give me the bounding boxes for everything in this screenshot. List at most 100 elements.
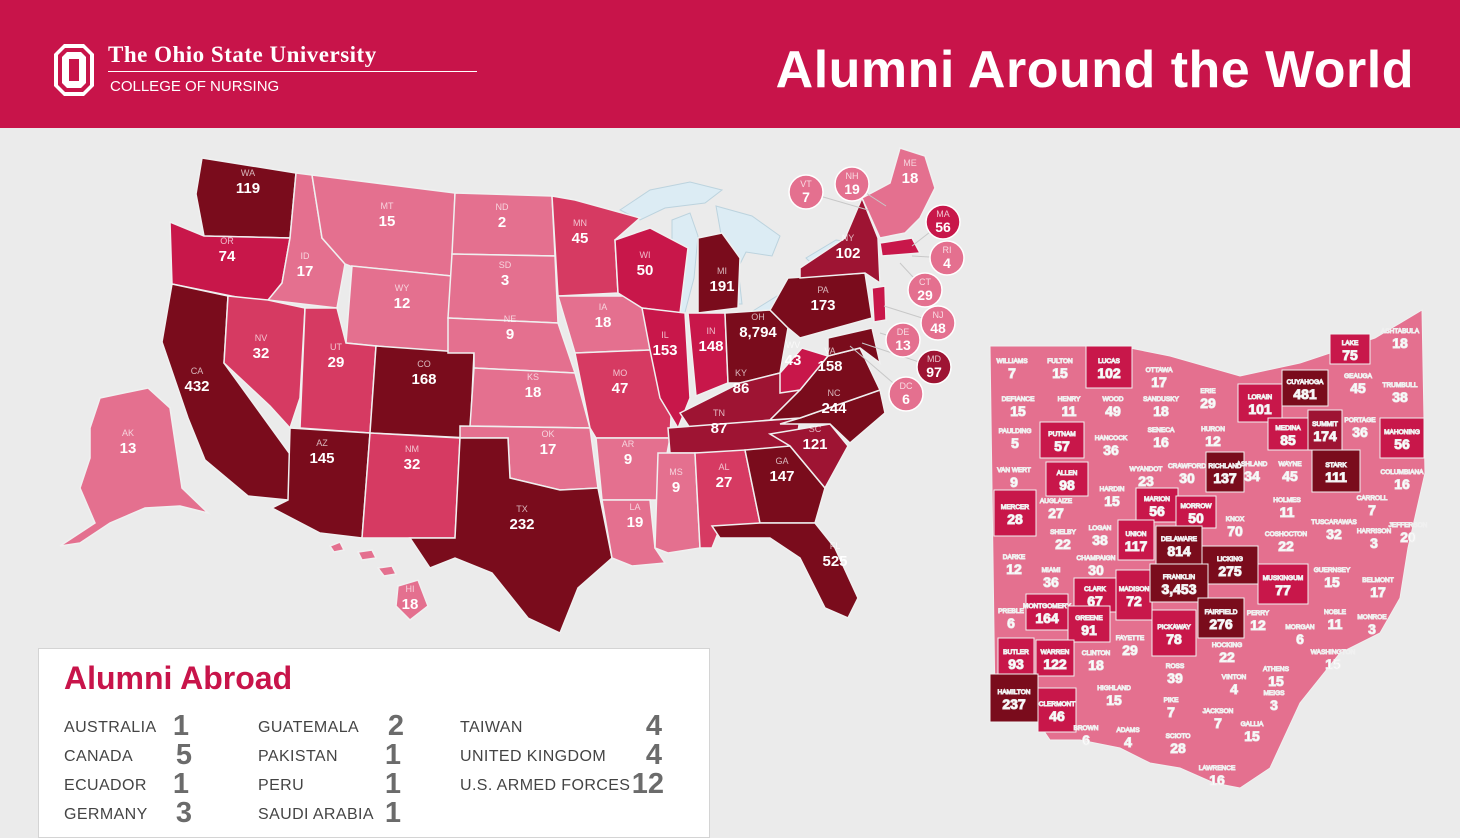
state-shape-nj[interactable] bbox=[871, 285, 887, 323]
county-value-label: 12 bbox=[1205, 433, 1221, 449]
county-value-label: 23 bbox=[1138, 473, 1154, 489]
state-abbr-label: WI bbox=[640, 250, 651, 260]
country-row: ECUADOR 1 bbox=[64, 768, 189, 800]
state-value-label: 87 bbox=[711, 420, 728, 437]
county-name-label: DELAWARE bbox=[1161, 536, 1198, 543]
county-shape[interactable] bbox=[1379, 417, 1425, 459]
county-value-label: 6 bbox=[1082, 732, 1090, 748]
county-shape[interactable] bbox=[1149, 563, 1209, 603]
state-callout-circle[interactable] bbox=[907, 272, 943, 308]
state-abbr-label: AK bbox=[122, 428, 134, 438]
county-shape[interactable] bbox=[1281, 369, 1329, 407]
state-value-label: 9 bbox=[506, 326, 514, 343]
county-value-label: 18 bbox=[1088, 657, 1104, 673]
state-callout-circle[interactable] bbox=[920, 305, 956, 341]
county-value-label: 3 bbox=[1270, 697, 1278, 713]
county-shape[interactable] bbox=[1067, 605, 1111, 643]
state-shape-ga[interactable] bbox=[744, 445, 826, 524]
county-value-label: 93 bbox=[1008, 656, 1024, 672]
state-callout-circle[interactable] bbox=[929, 240, 965, 276]
state-shape-ak[interactable] bbox=[59, 387, 211, 547]
county-shape[interactable] bbox=[1037, 687, 1077, 733]
county-shape[interactable] bbox=[1307, 409, 1343, 451]
county-shape[interactable] bbox=[1117, 519, 1155, 561]
county-shape[interactable] bbox=[1201, 545, 1259, 585]
county-value-label: 275 bbox=[1218, 563, 1242, 579]
country-count: 3 bbox=[175, 797, 192, 829]
county-name-label: MEDINA bbox=[1275, 425, 1301, 432]
county-name-label: WASHINGTON bbox=[1311, 649, 1356, 656]
state-shape-ne-states[interactable] bbox=[861, 147, 936, 239]
county-shape[interactable] bbox=[1205, 451, 1245, 493]
county-shape[interactable] bbox=[1085, 345, 1133, 389]
county-value-label: 56 bbox=[1149, 503, 1165, 519]
county-value-label: 12 bbox=[1006, 561, 1022, 577]
state-shape-sc[interactable] bbox=[767, 423, 849, 490]
county-shape[interactable] bbox=[1035, 639, 1075, 677]
county-shape[interactable] bbox=[1135, 487, 1179, 523]
county-name-label: BROWN bbox=[1074, 725, 1099, 732]
county-shape[interactable] bbox=[1115, 569, 1153, 621]
county-shape[interactable] bbox=[1025, 593, 1069, 631]
state-shape-ms[interactable] bbox=[654, 452, 701, 554]
state-abbr-label: WV bbox=[786, 340, 801, 350]
county-name-label: HOLMES bbox=[1273, 497, 1301, 504]
state-value-label: 97 bbox=[926, 364, 942, 380]
state-shape-ma[interactable] bbox=[879, 237, 922, 257]
county-shape[interactable] bbox=[1045, 461, 1089, 497]
state-shape-ny[interactable] bbox=[799, 196, 881, 285]
state-callout-circle[interactable] bbox=[885, 322, 921, 358]
county-name-label: GUERNSEY bbox=[1314, 567, 1351, 574]
state-callout-circle[interactable] bbox=[888, 376, 924, 412]
state-callout-circle[interactable] bbox=[834, 166, 870, 202]
state-shape-fl[interactable] bbox=[710, 522, 859, 619]
county-value-label: 4 bbox=[1124, 734, 1132, 750]
state-shape-hi-1[interactable] bbox=[328, 541, 346, 553]
county-value-label: 18 bbox=[1392, 335, 1408, 351]
county-value-label: 102 bbox=[1097, 365, 1121, 381]
county-shape[interactable] bbox=[1311, 449, 1361, 493]
country-count: 1 bbox=[384, 768, 401, 800]
county-shape[interactable] bbox=[1175, 495, 1217, 529]
state-shape-nv[interactable] bbox=[223, 295, 306, 430]
state-abbr-label: OR bbox=[220, 236, 234, 246]
county-shape[interactable] bbox=[989, 673, 1039, 723]
state-shape-hi-4[interactable] bbox=[395, 579, 429, 621]
county-shape[interactable] bbox=[1197, 597, 1245, 639]
county-value-label: 45 bbox=[1282, 468, 1298, 484]
county-name-label: BUTLER bbox=[1003, 649, 1029, 656]
county-value-label: 29 bbox=[1200, 395, 1216, 411]
state-value-label: 43 bbox=[785, 352, 802, 369]
county-shape[interactable] bbox=[1155, 525, 1203, 565]
county-value-label: 15 bbox=[1106, 692, 1122, 708]
us-state-labels: WA119OR74CA432ID17NV32MT15WY12UT29AZ145C… bbox=[120, 158, 919, 613]
state-shape-hi-2[interactable] bbox=[356, 549, 378, 561]
county-value-label: 91 bbox=[1081, 622, 1097, 638]
county-value-label: 20 bbox=[1400, 529, 1416, 545]
county-shape[interactable] bbox=[1151, 609, 1197, 657]
state-shape-md[interactable] bbox=[827, 327, 882, 365]
state-shape-tx[interactable] bbox=[408, 437, 613, 635]
state-abbr-label: FL bbox=[830, 541, 841, 551]
county-shape[interactable] bbox=[1039, 421, 1085, 459]
state-callout-circle[interactable] bbox=[788, 174, 824, 210]
county-name-label: VAN WERT bbox=[997, 467, 1031, 474]
county-value-label: 7 bbox=[1214, 715, 1222, 731]
state-callout-circle[interactable] bbox=[925, 204, 961, 240]
county-shape[interactable] bbox=[1329, 333, 1371, 365]
county-value-label: 67 bbox=[1087, 593, 1103, 609]
state-abbr-label: NE bbox=[504, 314, 517, 324]
state-callout-circle[interactable] bbox=[916, 349, 952, 385]
state-shape-wv[interactable] bbox=[779, 347, 830, 394]
county-value-label: 49 bbox=[1105, 403, 1121, 419]
state-value-label: 147 bbox=[769, 468, 794, 485]
state-shape-la[interactable] bbox=[601, 499, 667, 567]
county-shape[interactable] bbox=[993, 489, 1037, 537]
state-shape-hi-3[interactable] bbox=[376, 565, 398, 577]
county-shape[interactable] bbox=[1257, 563, 1309, 605]
state-shape-pa[interactable] bbox=[769, 272, 873, 339]
state-value-label: 6 bbox=[902, 391, 910, 407]
state-abbr-label: VA bbox=[824, 346, 835, 356]
state-value-label: 244 bbox=[821, 400, 847, 417]
state-shape-mi[interactable] bbox=[697, 232, 741, 314]
